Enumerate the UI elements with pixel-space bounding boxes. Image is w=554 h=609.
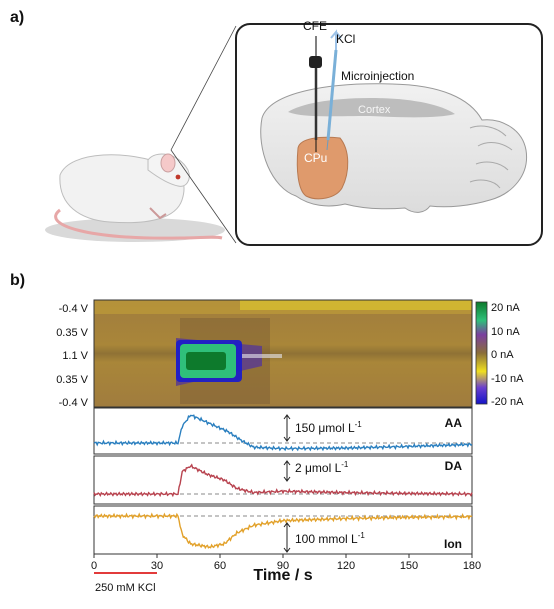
cpu-region xyxy=(296,136,349,200)
kcl-stimulus-label: 250 mM KCl xyxy=(95,582,156,594)
colorbar-tick-3: 0 nA xyxy=(491,349,514,361)
aa-scalebar xyxy=(283,414,291,442)
heatmap-ytick-4: 0.35 V xyxy=(56,374,88,386)
x-tick-label-6: 180 xyxy=(463,560,481,572)
colorbar-tick-5: -20 nA xyxy=(491,396,524,408)
panel-b-label: b) xyxy=(10,272,26,289)
ion-trace-frame xyxy=(93,505,473,555)
colorbar-tick-2: 10 nA xyxy=(491,326,520,338)
ion-scalebar xyxy=(283,522,291,553)
heatmap-ytick-3: 1.1 V xyxy=(62,350,88,362)
da-trace-frame xyxy=(93,455,473,505)
mouse-illustration xyxy=(45,153,225,242)
heatmap-ytick-1: -0.4 V xyxy=(59,303,89,315)
heatmap-ytick-5: -0.4 V xyxy=(59,397,89,409)
heatmap-ytick-2: 0.35 V xyxy=(56,327,88,339)
aa-trace xyxy=(93,414,473,452)
x-tick-label-5: 150 xyxy=(400,560,418,572)
heatmap xyxy=(94,300,472,407)
aa-scale-text: 150 μmol L-1 xyxy=(295,420,362,435)
ion-series-label: Ion xyxy=(444,537,462,551)
da-trace xyxy=(93,463,473,498)
panel-a-label: a) xyxy=(10,9,25,26)
cfe-electrode xyxy=(309,36,322,152)
x-tick-label-1: 30 xyxy=(151,560,163,572)
microinjection-label: Microinjection xyxy=(341,69,414,83)
colorbar-tick-1: 20 nA xyxy=(491,302,520,314)
da-series-label: DA xyxy=(445,459,463,473)
colorbar xyxy=(475,301,488,405)
x-axis-ticks: 0 30 60 90 120 150 180 xyxy=(91,554,481,572)
da-scale-text: 2 μmol L-1 xyxy=(295,460,349,475)
x-tick-label-4: 120 xyxy=(337,560,355,572)
aa-trace-frame xyxy=(93,407,473,455)
da-scalebar xyxy=(283,460,291,482)
kcl-label: KCl xyxy=(336,32,355,46)
kcl-microinjector xyxy=(326,29,342,151)
cpu-label: CPu xyxy=(304,151,327,165)
cortex-label: Cortex xyxy=(358,104,391,116)
x-tick-label-0: 0 xyxy=(91,560,97,572)
x-tick-label-2: 60 xyxy=(214,560,226,572)
ion-scale-text: 100 mmol L-1 xyxy=(295,531,365,546)
x-tick-label-3: 90 xyxy=(277,560,289,572)
zoom-lines xyxy=(170,25,237,244)
heatmap-frame xyxy=(93,299,473,408)
colorbar-tick-4: -10 nA xyxy=(491,373,524,385)
x-axis-title: Time / s xyxy=(253,567,312,584)
cfe-label: CFE xyxy=(303,19,327,33)
aa-series-label: AA xyxy=(445,416,463,430)
ion-trace xyxy=(93,512,473,550)
